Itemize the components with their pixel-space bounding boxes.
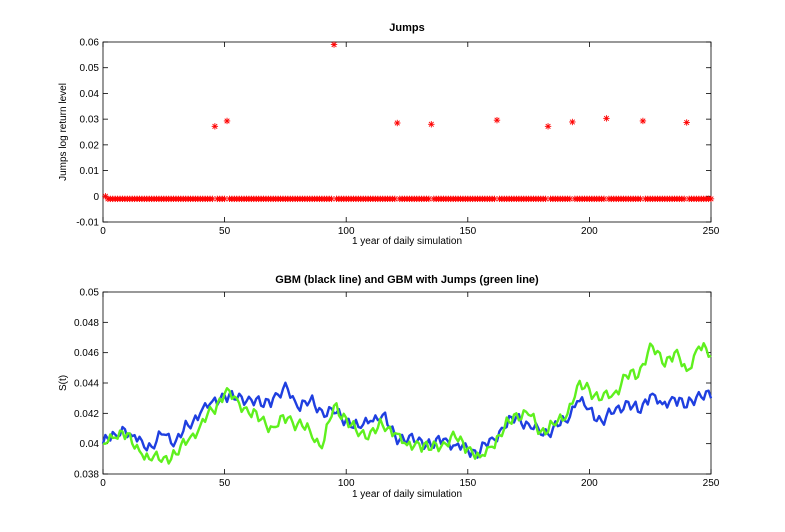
gbm-series-line	[101, 381, 713, 459]
jumps-subplot: Jumps 0 50 100 150 200 250-0.0100.010.020.030…	[58, 22, 720, 247]
gbm-y-tick-label: 0.044	[74, 379, 99, 390]
baseline-marker	[221, 195, 228, 203]
jumps-axes-frame	[102, 41, 712, 223]
gbm-y-tick-label: 0.042	[74, 409, 99, 420]
baseline-marker-stroke	[328, 196, 335, 202]
gbm-y-tick-label: 0.04	[80, 439, 100, 450]
jumps-y-tick-label: 0	[93, 192, 99, 203]
baseline-marker-stroke	[209, 196, 216, 202]
jump-marker	[428, 121, 435, 128]
baseline-marker-stroke	[681, 196, 687, 202]
gbm-y-axis-label: S(t)	[58, 375, 69, 391]
gbm-y-tick-label: 0.038	[74, 470, 99, 481]
gbm-x-tick-label: 200	[581, 478, 598, 489]
jump-marker	[603, 115, 610, 122]
baseline-marker	[681, 195, 688, 203]
jumps-x-tick-label: 150	[459, 226, 476, 237]
jump-marker-stroke	[640, 118, 646, 124]
jump-marker	[639, 117, 647, 125]
jump-marker	[683, 119, 690, 126]
jumps-y-tick-label: 0.02	[80, 140, 100, 151]
baseline-marker	[391, 195, 399, 203]
gbm-y-tick-label: 0.046	[74, 348, 99, 359]
jumps-x-tick-label: 100	[338, 226, 355, 237]
jumps-y-tick-label: 0.01	[80, 166, 100, 177]
jumps-y-tick-label: 0.05	[80, 63, 100, 74]
gbm-axes-frame	[102, 291, 712, 475]
gbm-x-tick-label: 0	[100, 478, 106, 489]
jumps-x-tick-label: 50	[219, 226, 231, 237]
baseline-marker-stroke	[637, 196, 644, 202]
baseline-marker	[707, 195, 715, 203]
gbm-y-tick-label: 0.048	[74, 318, 99, 329]
baseline-marker-stroke	[708, 196, 714, 202]
jump-marker	[493, 116, 501, 124]
jump-marker-stroke	[331, 41, 337, 48]
jump-marker-stroke	[545, 123, 551, 129]
jumps-title: Jumps	[389, 22, 424, 34]
jump-marker	[394, 119, 401, 127]
baseline-marker-stroke	[543, 196, 549, 202]
jumps-marker-group	[102, 41, 715, 203]
jumps-y-tick-label: 0.04	[80, 89, 100, 100]
gbm-line-group	[101, 342, 713, 465]
jump-marker-stroke	[569, 119, 575, 125]
baseline-marker	[600, 195, 608, 203]
gbm-x-tick-label: 150	[459, 478, 476, 489]
baseline-marker	[328, 195, 335, 203]
baseline-marker-stroke	[491, 196, 498, 202]
jump-marker-stroke	[684, 119, 690, 126]
gbm-tick-group: 0 50 100 150 200 250 0.038 0.04 0.042 0.044 0.046 0…	[74, 288, 720, 490]
gbm-x-tick-label: 50	[219, 478, 231, 489]
jump-start-marker-stroke	[102, 193, 109, 199]
gbm-x-tick-label: 100	[338, 478, 355, 489]
jump-marker-stroke	[603, 115, 610, 121]
jumps-x-tick-label: 0	[100, 226, 106, 237]
jump-marker-stroke	[224, 118, 230, 124]
jump-marker	[223, 117, 231, 125]
jump-marker	[330, 41, 338, 48]
jumps-y-axis-label: Jumps log return level	[58, 83, 69, 181]
jump-marker-stroke	[428, 121, 434, 127]
gbm-x-tick-label: 250	[703, 478, 720, 489]
jump-marker-stroke	[212, 123, 218, 129]
baseline-marker-stroke	[601, 196, 607, 202]
jumps-x-axis-label: 1 year of daily simulation	[352, 236, 462, 247]
jumps-y-tick-label: 0.03	[80, 115, 100, 126]
jump-marker	[211, 123, 219, 130]
baseline-marker-stroke	[392, 196, 398, 202]
jumps-y-tick-label: 0.06	[80, 38, 100, 49]
jump-marker	[569, 118, 576, 126]
gbm-x-axis-label: 1 year of daily simulation	[352, 489, 462, 500]
gbm-jumps-series-line	[103, 342, 712, 465]
baseline-marker-stroke	[426, 196, 432, 202]
jumps-tick-group: 0 50 100 150 200 250-0.0100.010.020.030.040.0…	[76, 38, 720, 238]
jumps-x-tick-label: 250	[703, 226, 720, 237]
baseline-marker-stroke	[567, 196, 573, 202]
jump-marker-stroke	[394, 120, 400, 126]
baseline-marker-stroke	[221, 196, 228, 202]
gbm-subplot: GBM (black line) and GBM with Jumps (gre…	[58, 274, 720, 500]
jump-marker	[544, 123, 552, 130]
jumps-x-tick-label: 200	[581, 226, 598, 237]
gbm-title: GBM (black line) and GBM with Jumps (gre…	[275, 274, 539, 286]
jump-marker-stroke	[494, 117, 500, 123]
gbm-y-tick-label: 0.05	[80, 288, 100, 299]
jumps-y-tick-label: -0.01	[76, 218, 99, 229]
